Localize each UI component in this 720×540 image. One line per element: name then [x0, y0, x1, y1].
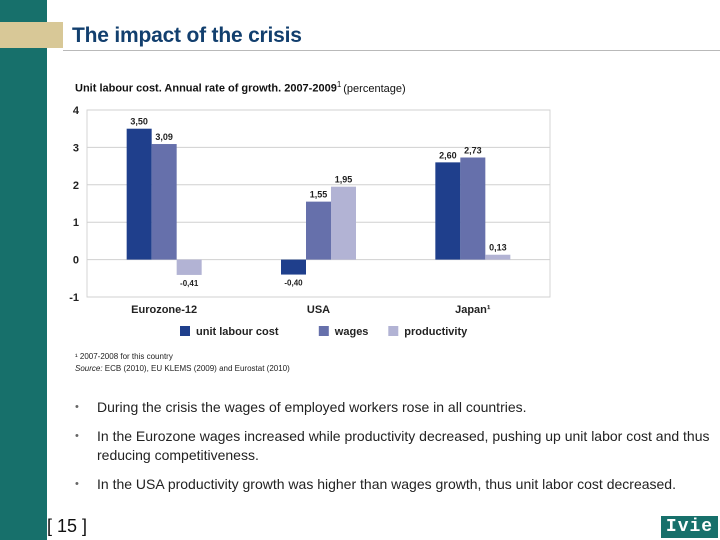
y-tick-label: 1 — [73, 217, 79, 229]
bullet-item: • During the crisis the wages of employed… — [75, 398, 710, 417]
page-title: The impact of the crisis — [72, 24, 302, 47]
bar — [126, 128, 152, 260]
data-label: -0,41 — [180, 279, 199, 288]
data-label: -0,40 — [284, 279, 303, 288]
x-tick-label: USA — [307, 304, 330, 316]
legend-label: productivity — [404, 326, 468, 338]
bullet-icon: • — [75, 478, 79, 490]
y-tick-label: 3 — [73, 142, 79, 154]
bar — [151, 144, 177, 260]
bullet-text: In the Eurozone wages increased while pr… — [97, 428, 710, 463]
y-tick-label: 2 — [73, 180, 79, 192]
y-tick-label: 0 — [73, 255, 79, 267]
title-divider — [63, 50, 720, 51]
left-accent-bar — [0, 0, 47, 540]
bullet-text: In the USA productivity growth was highe… — [97, 476, 676, 492]
data-label: 2,60 — [439, 150, 457, 160]
legend-swatch — [388, 326, 399, 336]
x-tick-label: Japan¹ — [455, 304, 491, 316]
data-label: 3,09 — [155, 132, 173, 142]
bullet-icon: • — [75, 401, 79, 413]
chart-footnote: ¹ 2007-2008 for this country Source: ECB… — [75, 351, 290, 375]
legend-label: wages — [334, 326, 369, 338]
bullet-text: During the crisis the wages of employed … — [97, 399, 527, 415]
data-label: 1,95 — [335, 175, 353, 185]
chart-subtitle-text: Unit labour cost. Annual rate of growth.… — [75, 82, 337, 95]
footnote-line: ¹ 2007-2008 for this country — [75, 352, 173, 361]
y-tick-label: -1 — [69, 292, 79, 304]
data-label: 0,13 — [489, 243, 507, 253]
bullet-item: • In the Eurozone wages increased while p… — [75, 427, 710, 465]
bar — [306, 201, 331, 260]
legend-swatch — [180, 326, 190, 336]
chart-subtitle-unit: (percentage) — [343, 82, 406, 95]
bar — [460, 157, 486, 260]
data-label: 2,73 — [464, 145, 482, 155]
page-number: [ 15 ] — [47, 516, 88, 536]
data-label: 1,55 — [310, 190, 328, 200]
bar — [176, 259, 202, 275]
source-label: Source: — [75, 364, 103, 373]
bar — [435, 162, 461, 260]
data-label: 3,50 — [130, 117, 148, 127]
legend-swatch — [318, 326, 329, 336]
bullet-list: • During the crisis the wages of employed… — [75, 398, 710, 504]
bar — [485, 254, 511, 260]
title-accent-block — [0, 22, 63, 48]
chart-subtitle-footnote-mark: 1 — [336, 80, 342, 89]
x-tick-label: Eurozone-12 — [131, 304, 197, 316]
source-text: ECB (2010), EU KLEMS (2009) and Eurostat… — [102, 364, 290, 373]
bar-chart: -1 0 1 2 3 4 3,50 3,09 -0,41 Eurozone-12 -0,40 1,55… — [69, 105, 551, 338]
legend-label: unit labour cost — [196, 326, 279, 338]
chart-subtitle: Unit labour cost. Annual rate of growth.… — [75, 80, 406, 95]
bar — [281, 259, 306, 275]
bullet-icon: • — [75, 430, 79, 442]
ivie-logo: Ivie — [661, 516, 718, 538]
source-line: Source: ECB (2010), EU KLEMS (2009) and … — [75, 363, 290, 375]
bar — [331, 186, 356, 260]
bullet-item: • In the USA productivity growth was high… — [75, 475, 710, 494]
y-tick-label: 4 — [73, 105, 80, 117]
